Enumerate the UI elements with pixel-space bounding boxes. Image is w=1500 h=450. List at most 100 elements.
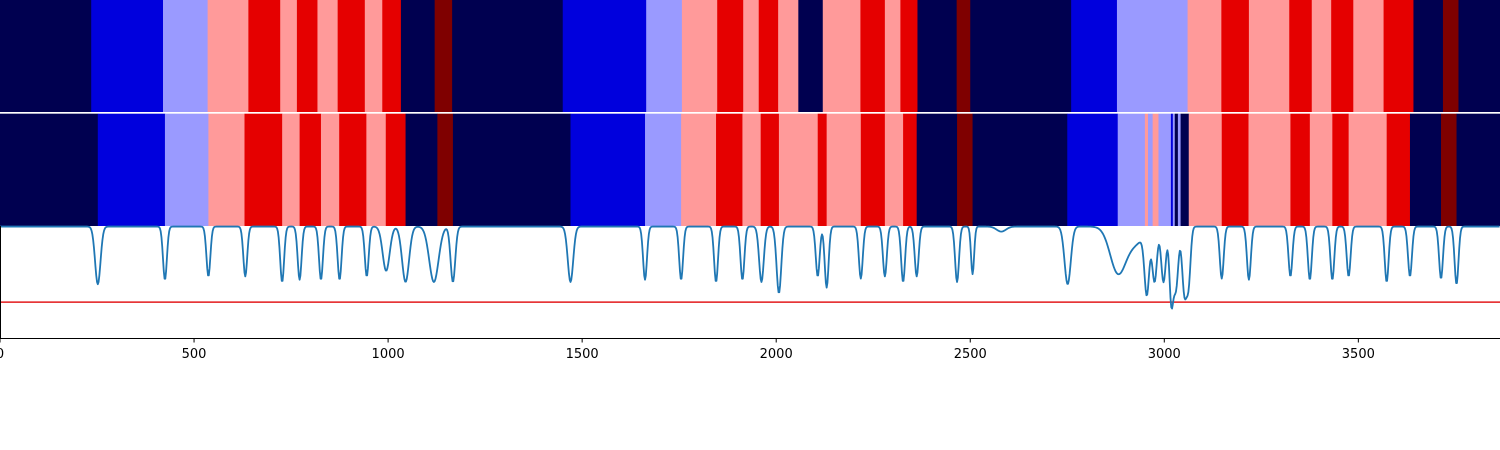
- x-axis: 0 500 1000 1500 2000 2500 3000 3500: [0, 226, 1500, 362]
- track-1-segment-36: [1311, 0, 1332, 112]
- track-1-segment-33: [1221, 0, 1250, 112]
- track-1-segment-31: [1116, 0, 1189, 112]
- track-1-segment-24: [860, 0, 886, 112]
- track-2-segment-23: [826, 113, 862, 226]
- track-1-segment-27: [917, 0, 958, 112]
- track-2-segment-29: [972, 113, 1068, 226]
- track-2-segment-49: [1409, 113, 1442, 226]
- track-1-segment-1: [0, 0, 92, 112]
- track-2-segment-32: [1144, 113, 1149, 226]
- track-1-segment-11: [382, 0, 402, 112]
- track-1-segment-10: [364, 0, 383, 112]
- track-1-segment-13: [434, 0, 453, 112]
- line-panel: [0, 225, 1500, 310]
- track-1-segment-41: [1442, 0, 1460, 112]
- track-2-segment-5: [244, 113, 283, 226]
- track-2-segment-1: [0, 113, 99, 226]
- track-2-segment-11: [385, 113, 407, 226]
- track-1-segment-17: [681, 0, 718, 112]
- track-2-segment-27: [916, 113, 958, 226]
- track-2-segment-18: [716, 113, 744, 226]
- track-2-segment-34: [1152, 113, 1160, 226]
- x-tick-label-3500: 3500: [1342, 347, 1375, 362]
- track-2-segment-40: [1180, 113, 1190, 226]
- track-2-segment-22: [817, 113, 828, 226]
- track-2-segment-12: [405, 113, 438, 226]
- track-2-segment-46: [1332, 113, 1350, 226]
- x-tick-label-0: 0: [0, 347, 4, 362]
- track-1-segment-26: [900, 0, 919, 112]
- x-tick-label-3000: 3000: [1148, 347, 1181, 362]
- track-1-segment-21: [778, 0, 799, 112]
- heatmap-track-top: [0, 0, 1500, 112]
- track-2-segment-33: [1147, 113, 1154, 226]
- track-2-segment-6: [282, 113, 301, 226]
- track-2-segment-21: [778, 113, 819, 226]
- track-2-segment-28: [957, 113, 974, 226]
- track-2-segment-45: [1309, 113, 1333, 226]
- track-1-segment-23: [822, 0, 862, 112]
- track-2-segment-25: [884, 113, 904, 226]
- track-2-segment-26: [903, 113, 918, 226]
- track-1-segment-34: [1248, 0, 1290, 112]
- track-1-segment-5: [248, 0, 281, 112]
- track-2-segment-3: [164, 113, 210, 226]
- track-2-segment-43: [1248, 113, 1292, 226]
- track-2-segment-50: [1441, 113, 1458, 226]
- track-2-segment-47: [1348, 113, 1388, 226]
- track-1-segment-39: [1383, 0, 1415, 112]
- track-2-segment-24: [860, 113, 886, 226]
- track-2-segment-20: [760, 113, 780, 226]
- track-1-segment-19: [743, 0, 760, 112]
- track-1-segment-7: [296, 0, 319, 112]
- track-2-segment-38: [1174, 113, 1179, 226]
- track-1-segment-15: [562, 0, 647, 112]
- track-2-segment-7: [299, 113, 322, 226]
- track-1-segment-20: [758, 0, 779, 112]
- x-tick-label-2000: 2000: [760, 347, 793, 362]
- track-2-segment-44: [1290, 113, 1311, 226]
- track-1-segment-18: [717, 0, 744, 112]
- track-2-segment-9: [339, 113, 367, 226]
- track-1-segment-16: [646, 0, 683, 112]
- x-tick-label-1500: 1500: [566, 347, 599, 362]
- track-1-segment-22: [798, 0, 824, 112]
- track-2-segment-17: [681, 113, 717, 226]
- track-2-segment-36: [1170, 113, 1174, 226]
- track-1-segment-25: [884, 0, 901, 112]
- track-2-segment-8: [320, 113, 340, 226]
- track-2-segment-2: [97, 113, 166, 226]
- track-1-segment-29: [970, 0, 1072, 112]
- track-1-segment-30: [1071, 0, 1118, 112]
- heatmap-track-bottom: [0, 113, 1500, 226]
- x-tick-label-1000: 1000: [372, 347, 405, 362]
- track-2-segment-19: [742, 113, 762, 226]
- track-2-segment-10: [366, 113, 387, 226]
- track-2-segment-31: [1117, 113, 1146, 226]
- track-1-segment-9: [337, 0, 366, 112]
- track-2-segment-30: [1067, 113, 1119, 226]
- track-1-segment-14: [452, 0, 564, 112]
- track-1-segment-8: [317, 0, 339, 112]
- track-1-segment-3: [163, 0, 209, 112]
- track-2-segment-35: [1158, 113, 1172, 226]
- track-1-segment-35: [1289, 0, 1313, 112]
- track-2-segment-42: [1221, 113, 1250, 226]
- series-line: [0, 225, 1500, 310]
- x-tick-label-2500: 2500: [954, 347, 987, 362]
- track-1-segment-40: [1413, 0, 1444, 112]
- track-2-segment-4: [208, 113, 246, 226]
- track-2-segment-16: [645, 113, 682, 226]
- track-1-segment-28: [956, 0, 971, 112]
- track-2-segment-13: [437, 113, 454, 226]
- track-1-segment-32: [1187, 0, 1222, 112]
- track-1-segment-6: [280, 0, 298, 112]
- track-1-segment-37: [1331, 0, 1354, 112]
- x-tick-label-500: 500: [182, 347, 207, 362]
- track-1-segment-4: [207, 0, 249, 112]
- track-separator: [0, 112, 1500, 114]
- track-1-segment-42: [1458, 0, 1500, 112]
- track-2-segment-14: [452, 113, 572, 226]
- track-2-segment-51: [1456, 113, 1500, 226]
